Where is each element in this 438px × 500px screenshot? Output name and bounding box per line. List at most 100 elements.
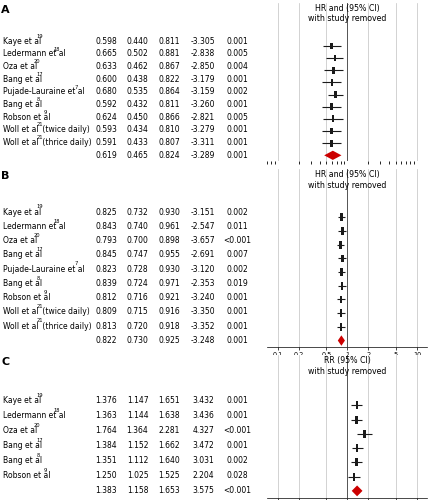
Text: 0.971: 0.971: [158, 279, 180, 288]
Text: -2.547: -2.547: [191, 222, 215, 231]
Text: C: C: [1, 357, 9, 367]
Text: 0.925: 0.925: [158, 336, 180, 345]
Text: 0.732: 0.732: [127, 208, 148, 216]
Text: 0.843: 0.843: [95, 222, 117, 231]
Text: 0.810: 0.810: [158, 126, 180, 134]
Text: 0.728: 0.728: [127, 264, 148, 274]
Text: 17: 17: [37, 247, 43, 252]
Bar: [334, 54, 336, 62]
Text: 0.005: 0.005: [226, 112, 248, 122]
Text: Ledermann et al: Ledermann et al: [3, 222, 65, 231]
Bar: [330, 140, 333, 146]
Text: -3.260: -3.260: [191, 100, 215, 109]
Text: 0.720: 0.720: [127, 322, 148, 330]
Text: 0.824: 0.824: [158, 150, 180, 160]
Text: 0.011: 0.011: [226, 222, 248, 231]
Text: 9: 9: [43, 468, 47, 473]
Text: 0.823: 0.823: [95, 264, 117, 274]
Text: 8: 8: [37, 454, 40, 458]
Bar: [334, 91, 337, 98]
Text: Kaye et al: Kaye et al: [3, 208, 41, 216]
Text: A: A: [1, 5, 10, 15]
Text: HR and (95% CI)
with study removed: HR and (95% CI) with study removed: [308, 170, 386, 190]
Text: 19: 19: [37, 394, 43, 398]
Text: 0.665: 0.665: [95, 50, 117, 58]
Text: 0.002: 0.002: [226, 456, 248, 465]
Text: (twice daily): (twice daily): [40, 308, 90, 316]
Text: Woll et al: Woll et al: [3, 138, 38, 147]
Text: 0.019: 0.019: [226, 279, 248, 288]
Text: Robson et al: Robson et al: [3, 293, 50, 302]
Text: Robson et al: Robson et al: [3, 471, 50, 480]
Text: -3.352: -3.352: [191, 322, 215, 330]
Text: -3.311: -3.311: [191, 138, 215, 147]
Text: 0.465: 0.465: [127, 150, 148, 160]
Text: (thrice daily): (thrice daily): [40, 138, 92, 147]
Text: 2.204: 2.204: [192, 471, 214, 480]
Text: 0.867: 0.867: [158, 62, 180, 71]
Bar: [332, 116, 335, 122]
Text: Bang et al: Bang et al: [3, 250, 42, 260]
Text: 0.462: 0.462: [127, 62, 148, 71]
Text: 0.809: 0.809: [95, 308, 117, 316]
Text: -2.838: -2.838: [191, 50, 215, 58]
Text: 0.811: 0.811: [158, 37, 180, 46]
Text: 0.866: 0.866: [158, 112, 180, 122]
Text: 18: 18: [54, 218, 60, 224]
Text: <0.001: <0.001: [223, 426, 251, 435]
Text: -3.289: -3.289: [191, 150, 215, 160]
Text: 0.715: 0.715: [127, 308, 148, 316]
Bar: [339, 241, 342, 248]
Text: 17: 17: [37, 438, 43, 444]
Text: 0.001: 0.001: [226, 126, 248, 134]
Text: 1.638: 1.638: [158, 411, 180, 420]
Text: 1.376: 1.376: [95, 396, 117, 405]
Text: 3.472: 3.472: [192, 441, 214, 450]
Text: 8: 8: [37, 276, 40, 280]
Text: 0.001: 0.001: [226, 396, 248, 405]
Bar: [341, 254, 343, 262]
Text: <0.001: <0.001: [223, 236, 251, 245]
Bar: [330, 42, 333, 50]
Text: -3.159: -3.159: [191, 88, 215, 96]
Text: 7: 7: [74, 84, 78, 89]
Text: 0.955: 0.955: [158, 250, 180, 260]
Text: 19: 19: [37, 204, 43, 210]
Text: 0.007: 0.007: [226, 250, 248, 260]
Text: 0.591: 0.591: [95, 138, 117, 147]
Text: 0.619: 0.619: [95, 150, 117, 160]
Text: 1.144: 1.144: [127, 411, 148, 420]
Text: 0.930: 0.930: [158, 208, 180, 216]
Text: 3.031: 3.031: [192, 456, 214, 465]
Text: 0.001: 0.001: [226, 441, 248, 450]
Text: 0.807: 0.807: [158, 138, 180, 147]
Text: 0.593: 0.593: [95, 126, 117, 134]
Text: Pujade-Lauraine et al: Pujade-Lauraine et al: [3, 264, 85, 274]
Bar: [340, 214, 343, 221]
Text: 1.112: 1.112: [127, 456, 148, 465]
Text: 1.662: 1.662: [158, 441, 180, 450]
Bar: [332, 67, 335, 73]
Text: 0.001: 0.001: [226, 336, 248, 345]
Text: 1.383: 1.383: [95, 486, 117, 495]
Text: -3.179: -3.179: [191, 74, 215, 84]
Text: 20: 20: [33, 59, 40, 64]
Text: 3.436: 3.436: [192, 411, 214, 420]
Text: -2.691: -2.691: [191, 250, 215, 260]
Text: 0.001: 0.001: [226, 150, 248, 160]
Text: 0.633: 0.633: [95, 62, 117, 71]
Text: 0.502: 0.502: [127, 50, 148, 58]
Text: 1.250: 1.250: [95, 471, 117, 480]
Bar: [330, 128, 333, 134]
Text: 21: 21: [37, 122, 43, 128]
Bar: [339, 310, 342, 317]
Text: -2.353: -2.353: [191, 279, 215, 288]
Text: 17: 17: [37, 72, 43, 77]
Text: 0.898: 0.898: [158, 236, 180, 245]
Text: 0.001: 0.001: [226, 322, 248, 330]
Bar: [355, 416, 358, 424]
Text: 20: 20: [33, 424, 40, 428]
Text: 21: 21: [37, 135, 43, 140]
Bar: [339, 296, 343, 304]
Text: 1.384: 1.384: [95, 441, 117, 450]
